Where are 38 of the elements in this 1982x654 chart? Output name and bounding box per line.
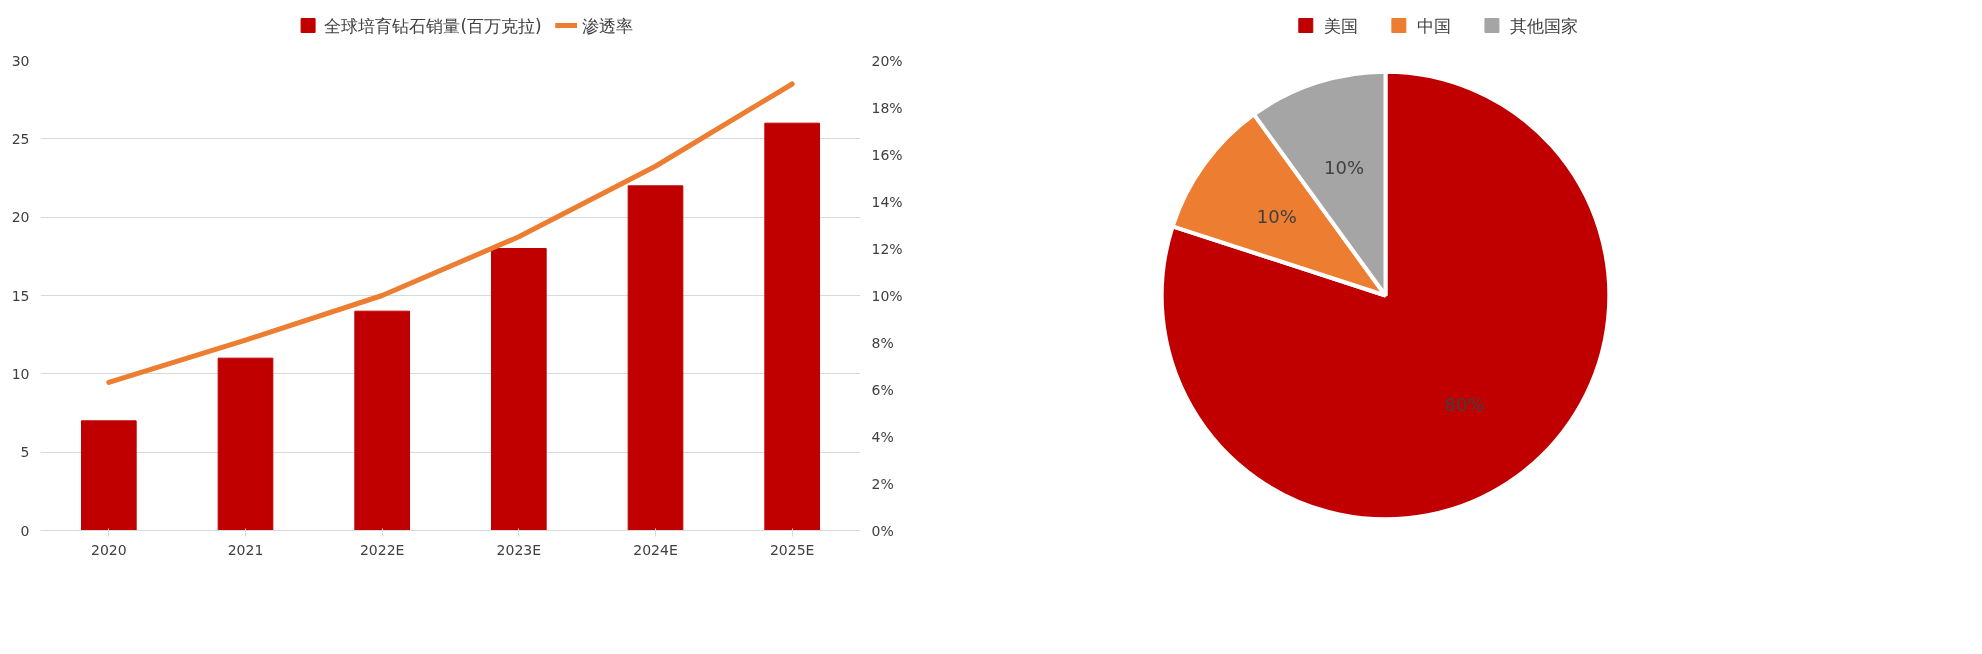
y2-tick-label: 4% <box>871 428 894 445</box>
x-tick-label: 2020 <box>91 541 127 558</box>
bar <box>81 420 137 531</box>
y-tick-label: 25 <box>11 130 30 147</box>
y-tick-label: 10 <box>11 365 30 382</box>
x-tick-label: 2024E <box>633 541 678 558</box>
data-label: 80% <box>1444 393 1485 415</box>
y2-tick-label: 20% <box>871 52 903 69</box>
data-label: 10% <box>1256 206 1297 228</box>
bar <box>491 248 547 531</box>
y2-tick-label: 6% <box>871 381 894 398</box>
y-tick-label: 5 <box>20 444 30 461</box>
bar <box>764 122 820 531</box>
y-tick-label: 15 <box>11 287 30 304</box>
legend-label: 渗透率 <box>582 15 634 36</box>
x-tick-label: 2023E <box>496 541 542 558</box>
y2-tick-label: 16% <box>871 146 903 163</box>
bar <box>354 310 410 531</box>
y-tick-label: 30 <box>11 52 30 69</box>
legend-label: 其他国家 <box>1509 15 1578 36</box>
x-tick-label: 2022E <box>359 541 405 558</box>
legend-label: 中国 <box>1416 15 1451 36</box>
x-tick-label: 2025E <box>769 541 815 558</box>
bar <box>627 185 684 531</box>
y2-tick-label: 8% <box>871 334 894 351</box>
y2-tick-label: 2% <box>871 475 894 492</box>
y2-tick-label: 0% <box>871 522 894 539</box>
legend-label: 美国 <box>1323 15 1358 36</box>
y-tick-label: 0 <box>20 522 30 539</box>
bar <box>217 357 274 531</box>
y2-tick-label: 14% <box>871 193 903 210</box>
y-tick-label: 20 <box>11 209 30 226</box>
y2-tick-label: 12% <box>871 240 903 257</box>
x-tick-label: 2021 <box>227 541 264 558</box>
y2-tick-label: 18% <box>871 99 903 116</box>
legend-label: 全球培育钻石销量(百万克拉) <box>324 15 542 36</box>
data-label: 10% <box>1324 157 1365 179</box>
y2-tick-label: 10% <box>871 287 903 304</box>
